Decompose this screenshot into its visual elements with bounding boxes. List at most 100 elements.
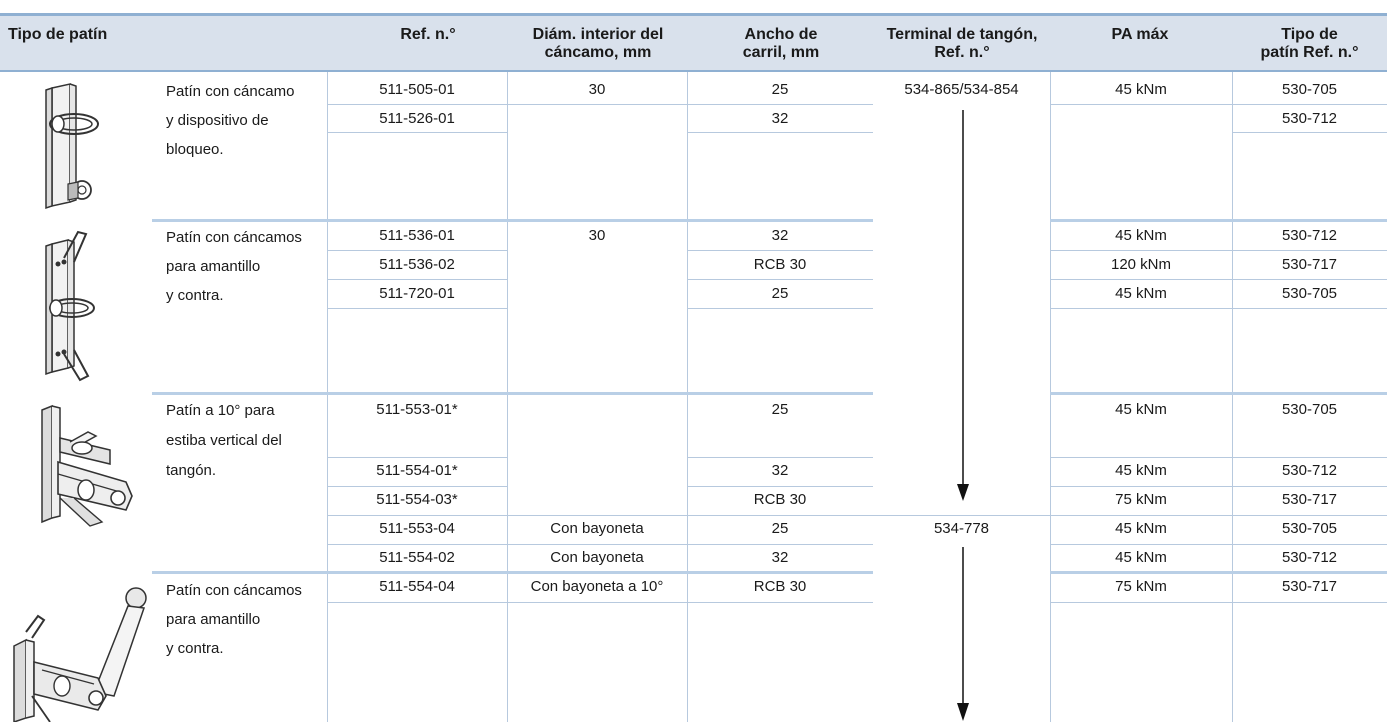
- cell-ref: 511-554-03*: [376, 491, 458, 508]
- row-rule: [327, 104, 873, 105]
- cell-tipo: 530-705: [1281, 81, 1338, 98]
- cell-ancho: RCB 30: [753, 578, 807, 595]
- cell-ref: 511-554-02: [379, 549, 455, 566]
- cell-pa: 75 kNm: [1115, 578, 1167, 595]
- cell-ancho: 32: [771, 462, 789, 479]
- table-header: [0, 16, 1387, 70]
- cell-ref: 511-554-04: [379, 578, 455, 595]
- row-rule: [1050, 457, 1387, 458]
- header-ref: Ref. n.°: [400, 26, 456, 43]
- cell-tipo: 530-705: [1281, 520, 1338, 537]
- row-rule: [327, 544, 873, 545]
- cell-diam: Con bayoneta: [550, 549, 644, 566]
- col-divider: [327, 72, 328, 722]
- header-tipo-ref: Tipo de patín Ref. n.°: [1232, 26, 1387, 62]
- description-line: y dispositivo de: [166, 112, 269, 129]
- cell-tipo: 530-712: [1281, 110, 1338, 127]
- header-tipo-ref-line2: patín Ref. n.°: [1260, 44, 1359, 61]
- col-divider: [1232, 72, 1233, 722]
- group-separator: [1050, 392, 1387, 395]
- header-diam-line2: cáncamo, mm: [544, 44, 652, 61]
- cell-pa: 45 kNm: [1115, 462, 1167, 479]
- row-rule: [1050, 486, 1387, 487]
- header-diam-line1: Diám. interior del: [532, 26, 664, 43]
- cell-ancho: 25: [771, 81, 789, 98]
- row-rule: [327, 457, 507, 458]
- row-rule: [1050, 104, 1387, 105]
- cell-ancho: 25: [771, 401, 789, 418]
- description-line: estiba vertical del: [166, 432, 282, 449]
- cell-tipo: 530-705: [1281, 285, 1338, 302]
- header-diam: Diám. interior del cáncamo, mm: [508, 26, 688, 62]
- row-rule: [687, 279, 873, 280]
- cell-ancho: 32: [771, 227, 789, 244]
- cell-ancho: 25: [771, 520, 789, 537]
- cell-ref: 511-536-01: [379, 227, 455, 244]
- row-rule: [1050, 308, 1387, 309]
- cell-pa: 75 kNm: [1115, 491, 1167, 508]
- top-rule: [0, 13, 1387, 16]
- header-tipo-patin: Tipo de patín: [8, 26, 108, 43]
- row-rule: [1050, 602, 1387, 603]
- description-line: tangón.: [166, 462, 217, 479]
- group-separator: [152, 571, 873, 574]
- cell-diam: Con bayoneta: [550, 520, 644, 537]
- row-rule: [1232, 132, 1387, 133]
- cell-ref: 511-720-01: [379, 285, 455, 302]
- group-description: Patín con cáncamos para amantillo y cont…: [166, 576, 326, 663]
- cell-ancho: RCB 30: [753, 491, 807, 508]
- cell-pa: 45 kNm: [1115, 81, 1167, 98]
- group-separator: [1050, 571, 1387, 574]
- cell-pa: 45 kNm: [1115, 549, 1167, 566]
- arrow-down-icon: [957, 110, 969, 501]
- cell-tipo: 530-712: [1281, 227, 1338, 244]
- description-line: Patín con cáncamos: [166, 229, 302, 246]
- row-rule: [687, 132, 873, 133]
- description-line: bloqueo.: [166, 141, 224, 158]
- arrow-down-icon: [957, 547, 969, 721]
- row-rule: [327, 486, 507, 487]
- cell-ref: 511-553-01*: [376, 401, 458, 418]
- header-terminal-line1: Terminal de tangón,: [886, 26, 1038, 43]
- row-rule: [1050, 279, 1387, 280]
- group-separator: [152, 219, 873, 222]
- header-terminal-line2: Ref. n.°: [934, 44, 990, 61]
- header-ancho: Ancho de carril, mm: [688, 26, 874, 62]
- cell-pa: 45 kNm: [1115, 227, 1167, 244]
- cell-terminal: 534-865/534-854: [904, 81, 1019, 98]
- cell-pa: 45 kNm: [1115, 285, 1167, 302]
- description-line: para amantillo: [166, 258, 261, 275]
- description-line: para amantillo: [166, 611, 261, 628]
- group-separator: [152, 392, 873, 395]
- cell-tipo: 530-717: [1281, 256, 1338, 273]
- cell-ancho: 32: [771, 549, 789, 566]
- cell-ancho: RCB 30: [753, 256, 807, 273]
- description-line: Patín con cáncamo: [166, 83, 295, 100]
- row-rule: [327, 515, 1387, 516]
- row-rule: [327, 132, 507, 133]
- header-rule: [0, 70, 1387, 72]
- col-divider: [1050, 72, 1051, 722]
- car-10-degree-stowage-icon: [41, 404, 133, 527]
- row-rule: [1050, 544, 1387, 545]
- row-rule: [687, 486, 873, 487]
- cell-ref: 511-536-02: [379, 256, 455, 273]
- cell-ref: 511-526-01: [379, 110, 455, 127]
- row-rule: [687, 308, 873, 309]
- row-rule: [687, 250, 873, 251]
- cell-pa: 45 kNm: [1115, 401, 1167, 418]
- cell-diam: 30: [588, 227, 606, 244]
- cell-tipo: 530-712: [1281, 462, 1338, 479]
- car-with-eye-and-lock-icon: [45, 83, 99, 210]
- row-rule: [327, 602, 873, 603]
- cell-ref: 511-505-01: [379, 81, 455, 98]
- row-rule: [327, 279, 507, 280]
- cell-diam: 30: [588, 81, 606, 98]
- group-description: Patín con cáncamos para amantillo y cont…: [166, 223, 326, 310]
- cell-pa: 45 kNm: [1115, 520, 1167, 537]
- group-separator: [1050, 219, 1387, 222]
- cell-ref: 511-553-04: [379, 520, 455, 537]
- row-rule: [327, 250, 507, 251]
- col-divider: [687, 72, 688, 722]
